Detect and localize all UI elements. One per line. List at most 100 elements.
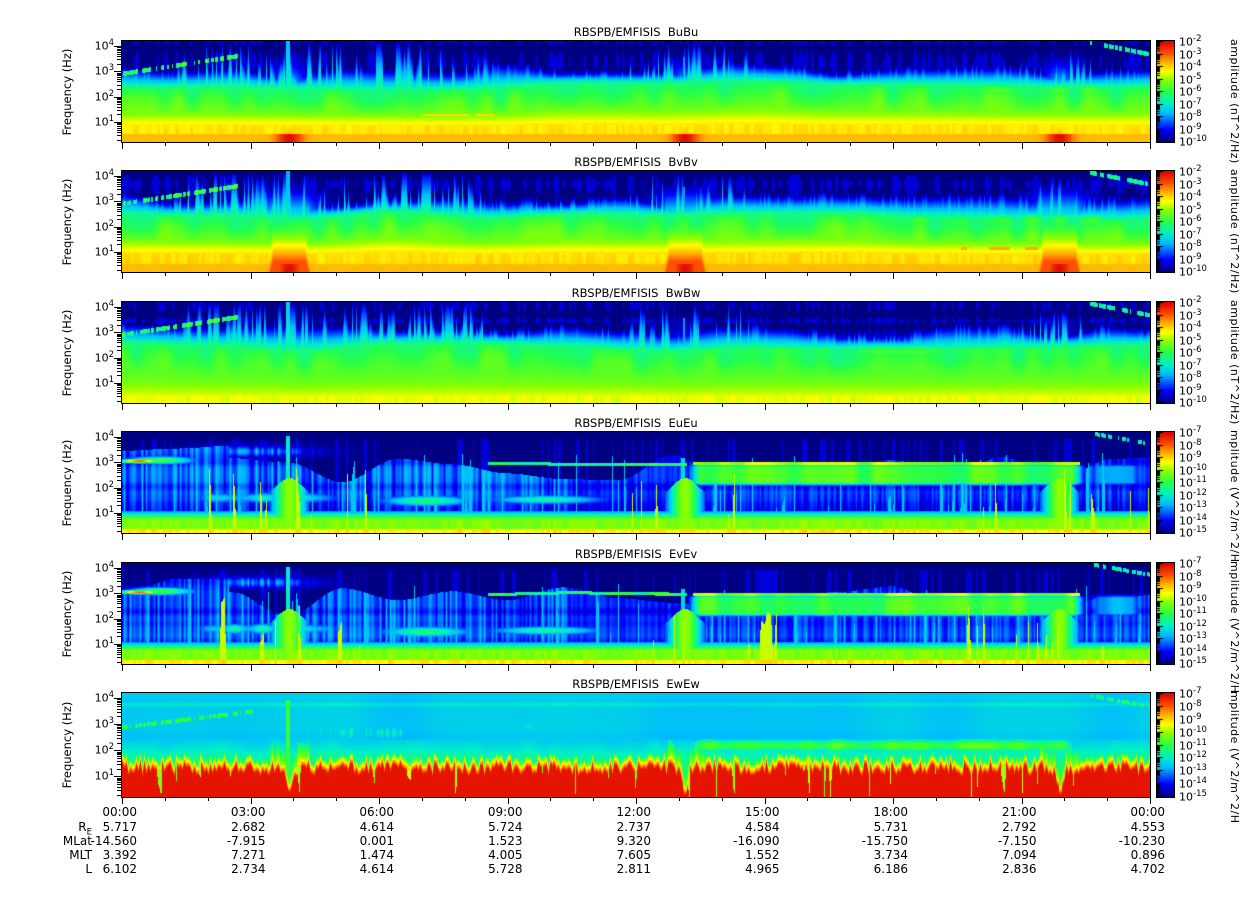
colorbar-tick-label: 10-3 (1179, 46, 1202, 62)
y-tick-label: 101 (94, 505, 114, 520)
y-tick-label: 104 (94, 299, 114, 314)
colorbar-tick-label: 10-10 (1179, 134, 1207, 149)
colorbar-unit-label: mplitude (V^2/m^2/H (1228, 430, 1241, 563)
ephemeris-row-label-mlat: MLat (62, 834, 92, 848)
ephemeris-value: 4.702 (1130, 862, 1165, 876)
ephemeris-value: 7.271 (231, 848, 266, 862)
colorbar-canvas-ewew (1156, 692, 1175, 798)
colorbar-tick-label: 10-12 (1179, 618, 1207, 634)
ephemeris-row-label-l: L (85, 862, 92, 876)
ephemeris-value: 5.717 (102, 820, 137, 834)
colorbar-tick-label: 10-2 (1179, 34, 1202, 49)
y-axis-label: Frequency (Hz) (60, 309, 74, 396)
colorbar-tick-label: 10-9 (1179, 251, 1202, 267)
colorbar-tick-label: 10-10 (1179, 462, 1207, 478)
y-tick-label: 101 (94, 636, 114, 651)
y-tick-label: 101 (94, 114, 114, 129)
ephemeris-value: 2.792 (1002, 820, 1037, 834)
y-axis-label: Frequency (Hz) (60, 570, 74, 657)
colorbar-unit-label: mplitude (V^2/m^2/H (1228, 691, 1241, 824)
ephemeris-value: 1.552 (745, 848, 780, 862)
ephemeris-value: 0.001 (359, 834, 394, 848)
ephemeris-value: 2.682 (231, 820, 266, 834)
spectrogram-canvas-bvbv (121, 170, 1151, 273)
colorbar-tick-label: 10-14 (1179, 512, 1207, 528)
colorbar-tick-label: 10-13 (1179, 500, 1207, 515)
colorbar-tick-label: 10-8 (1179, 239, 1202, 254)
ephemeris-value: 1.523 (488, 834, 523, 848)
colorbar-tick-label: 10-7 (1179, 96, 1202, 112)
colorbar-tick-label: 10-15 (1179, 525, 1207, 540)
colorbar-canvas-eueu (1156, 431, 1175, 534)
colorbar-unit-label: amplitude (nT^2/Hz) (1228, 300, 1241, 425)
colorbar-tick-label: 10-5 (1179, 201, 1202, 217)
ephemeris-value: 9.320 (616, 834, 651, 848)
y-tick-label: 101 (94, 768, 114, 784)
colorbar-tick-label: 10-4 (1179, 59, 1202, 74)
ephemeris-value: 1.474 (359, 848, 394, 862)
time-axis-label: 21:00 (1001, 805, 1037, 819)
colorbar-tick-label: 10-7 (1179, 556, 1202, 571)
spectrogram-canvas-bubu (121, 40, 1151, 143)
colorbar-tick-label: 10-8 (1179, 698, 1202, 714)
y-tick-label: 103 (94, 324, 114, 340)
ephemeris-value: 7.605 (616, 848, 651, 862)
ephemeris-value: -7.915 (226, 834, 266, 848)
y-tick-label: 104 (94, 168, 114, 183)
colorbar-tick-label: 10-9 (1179, 450, 1202, 465)
ephemeris-value: 5.731 (873, 820, 908, 834)
colorbar-canvas-evev (1156, 562, 1175, 665)
colorbar-tick-label: 10-9 (1179, 382, 1202, 398)
colorbar-tick-label: 10-3 (1179, 307, 1202, 323)
ephemeris-value: 4.614 (359, 820, 394, 834)
colorbar-tick-label: 10-8 (1179, 437, 1202, 453)
colorbar-tick-label: 10-13 (1179, 763, 1207, 778)
colorbar-tick-label: 10-6 (1179, 84, 1202, 99)
ephemeris-value: -16.090 (733, 834, 780, 848)
colorbar-unit-label: mplitude (V^2/m^2/H (1228, 561, 1241, 694)
ephemeris-value: 3.734 (873, 848, 908, 862)
colorbar-tick-label: 10-9 (1179, 711, 1202, 727)
ephemeris-value: 4.553 (1130, 820, 1165, 834)
y-tick-label: 104 (94, 38, 114, 53)
time-axis-label: 03:00 (230, 805, 266, 819)
colorbar-tick-label: 10-15 (1179, 656, 1207, 671)
colorbar-tick-label: 10-14 (1179, 776, 1207, 791)
colorbar-tick-label: 10-10 (1179, 395, 1207, 410)
panel-title: RBSPB/EMFISIS EvEv (574, 547, 698, 561)
time-axis-label: 18:00 (873, 805, 908, 819)
colorbar-canvas-bwbw (1156, 301, 1175, 404)
colorbar-unit-label: amplitude (nT^2/Hz) (1228, 169, 1241, 294)
y-tick-label: 102 (94, 218, 114, 234)
ephemeris-value: 4.584 (745, 820, 780, 834)
ephemeris-row-label-r: RE (78, 820, 92, 838)
colorbar-tick-label: 10-14 (1179, 643, 1207, 659)
colorbar-tick-label: 10-6 (1179, 345, 1202, 360)
colorbar-tick-label: 10-11 (1179, 737, 1207, 753)
colorbar-tick-label: 10-11 (1179, 606, 1207, 621)
colorbar-tick-label: 10-4 (1179, 189, 1202, 204)
colorbar-canvas-bubu (1156, 40, 1175, 143)
ephemeris-value: -10.230 (1118, 834, 1165, 848)
ephemeris-value: 5.724 (488, 820, 523, 834)
colorbar-tick-label: 10-7 (1179, 425, 1202, 440)
y-tick-label: 103 (94, 716, 114, 731)
y-tick-label: 101 (94, 244, 114, 259)
panel-title: RBSPB/EMFISIS BvBv (574, 155, 698, 169)
colorbar-tick-label: 10-13 (1179, 631, 1207, 646)
colorbar-tick-label: 10-4 (1179, 320, 1202, 335)
y-axis-label: Frequency (Hz) (60, 178, 74, 265)
colorbar-tick-label: 10-9 (1179, 581, 1202, 596)
ephemeris-value: 2.836 (1002, 862, 1037, 876)
colorbar-tick-label: 10-5 (1179, 71, 1202, 87)
spectrogram-canvas-ewew (121, 692, 1151, 798)
colorbar-tick-label: 10-6 (1179, 214, 1202, 229)
spectrogram-canvas-evev (121, 562, 1151, 665)
ephemeris-value: 6.186 (873, 862, 908, 876)
colorbar-tick-label: 10-15 (1179, 789, 1207, 804)
y-axis-label: Frequency (Hz) (60, 701, 74, 789)
y-axis-label: Frequency (Hz) (60, 48, 74, 135)
y-tick-label: 102 (94, 88, 114, 104)
y-tick-label: 102 (94, 479, 114, 495)
